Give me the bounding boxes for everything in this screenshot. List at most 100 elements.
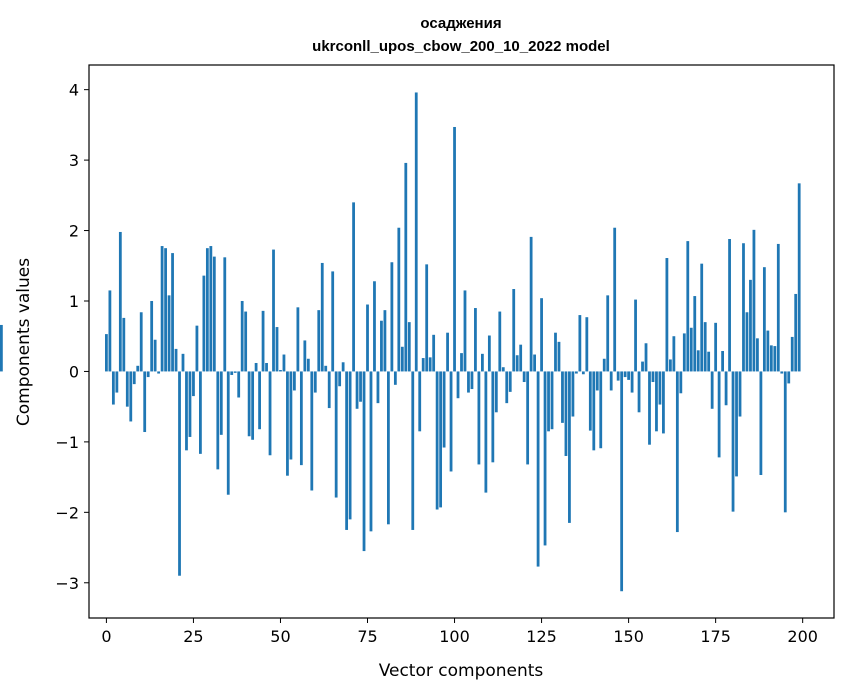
bar-94 <box>432 334 436 372</box>
bar-27 <box>199 371 202 454</box>
x-axis-label: Vector components <box>379 661 544 681</box>
bar-134 <box>571 371 575 417</box>
bar-196 <box>787 371 791 384</box>
bar-139 <box>588 371 592 431</box>
y-tick-label: 3 <box>69 151 79 170</box>
bar-5 <box>122 317 126 372</box>
bar-174 <box>710 371 714 409</box>
bar-22 <box>181 353 185 372</box>
bar-90 <box>418 371 422 432</box>
bar-82 <box>390 262 394 372</box>
x-tick-label: 175 <box>700 627 731 646</box>
bar-68 <box>341 362 345 372</box>
bar-113 <box>498 311 502 372</box>
bar-171 <box>700 263 704 372</box>
bar-115 <box>505 371 509 404</box>
bar-85 <box>400 346 404 372</box>
bar-132 <box>564 371 568 456</box>
bar-104 <box>467 371 470 393</box>
bar-158 <box>655 371 658 432</box>
bar-71 <box>352 202 355 372</box>
x-tick-label: 0 <box>101 627 111 646</box>
bar-63 <box>324 365 328 372</box>
bar-135 <box>574 371 578 374</box>
bar-57 <box>303 340 307 372</box>
bar-93 <box>428 357 432 372</box>
bar-121 <box>526 371 530 465</box>
bar-186 <box>752 229 756 372</box>
bar-100 <box>453 126 456 372</box>
y-tick-label: 1 <box>69 292 79 311</box>
bar-59 <box>310 371 314 491</box>
bar-28 <box>202 275 206 372</box>
bar-87 <box>407 322 411 372</box>
bar-141 <box>595 371 599 391</box>
bar-69 <box>345 371 349 530</box>
bar-120 <box>522 371 526 383</box>
bar-168 <box>689 327 693 372</box>
bar-42 <box>251 371 255 440</box>
bar-111 <box>491 371 495 463</box>
bar-41 <box>247 371 251 437</box>
y-tick-label: 4 <box>69 81 79 100</box>
bar-21 <box>178 371 181 576</box>
bar-150 <box>627 371 630 380</box>
bar-53 <box>289 371 293 460</box>
bar-34 <box>223 257 227 372</box>
bar-58 <box>306 358 310 372</box>
bar-124 <box>536 371 540 567</box>
bar-123 <box>533 354 536 372</box>
bar-122 <box>529 236 533 372</box>
bar-16 <box>160 246 164 372</box>
bar-54 <box>293 371 296 391</box>
bar-62 <box>320 262 324 372</box>
bar-19 <box>171 253 174 372</box>
bar-43 <box>254 362 258 372</box>
bar-152 <box>634 299 637 372</box>
y-tick-label: −1 <box>55 433 79 452</box>
x-tick-label: 100 <box>439 627 470 646</box>
bar-2 <box>111 371 115 405</box>
bar-128 <box>550 371 554 430</box>
bar-9 <box>136 365 140 372</box>
bar-84 <box>397 227 401 372</box>
bar-83 <box>393 371 397 385</box>
bar-148 <box>620 371 624 592</box>
bar-172 <box>703 322 707 372</box>
bar-undefined <box>0 324 3 372</box>
bar-95 <box>435 371 439 510</box>
bar-56 <box>299 371 303 466</box>
x-tick-label: 50 <box>270 627 290 646</box>
bar-133 <box>568 371 571 523</box>
bar-65 <box>331 271 335 372</box>
bar-163 <box>672 336 676 372</box>
bar-142 <box>599 371 603 449</box>
bar-29 <box>205 248 209 372</box>
bar-164 <box>675 371 679 533</box>
bar-0 <box>105 334 108 372</box>
bar-169 <box>693 296 697 372</box>
bar-185 <box>749 279 752 372</box>
bar-105 <box>470 371 474 390</box>
bar-70 <box>348 371 352 520</box>
bar-47 <box>268 371 272 456</box>
bar-55 <box>296 307 300 372</box>
bar-50 <box>279 370 282 372</box>
bar-23 <box>185 371 188 451</box>
bar-1 <box>108 290 112 372</box>
bar-183 <box>742 243 745 372</box>
y-axis-label: Components values <box>14 258 34 426</box>
bar-192 <box>773 346 777 372</box>
bar-144 <box>606 295 610 372</box>
bar-147 <box>616 371 620 381</box>
bar-145 <box>609 371 613 391</box>
bar-130 <box>557 341 561 372</box>
y-tick-label: −3 <box>55 574 79 593</box>
bar-178 <box>724 371 728 406</box>
bar-112 <box>494 371 498 413</box>
bar-33 <box>219 371 223 435</box>
bar-149 <box>623 371 627 378</box>
bar-96 <box>439 371 443 508</box>
bar-61 <box>317 310 321 372</box>
bar-46 <box>265 362 268 372</box>
